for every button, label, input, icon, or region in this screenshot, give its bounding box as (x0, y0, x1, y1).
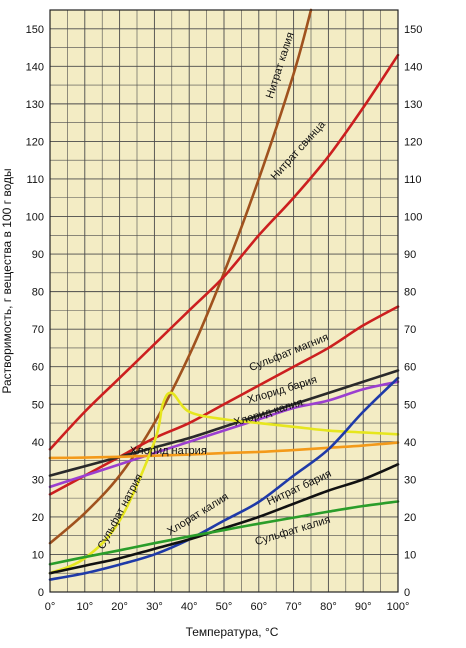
series-line-3 (48, 369, 400, 477)
y-tick-label-left: 90 (32, 249, 44, 261)
y-tick-label-left: 60 (32, 362, 44, 374)
y-tick-label-right: 150 (404, 24, 422, 36)
y-tick-label-left: 130 (26, 99, 44, 111)
y-tick-label-left: 80 (32, 287, 44, 299)
series-line-5 (48, 441, 400, 460)
y-tick-label-right: 50 (404, 399, 416, 411)
y-tick-label-right: 10 (404, 549, 416, 561)
series-line-7 (48, 376, 400, 581)
series-line-0 (48, 8, 313, 545)
y-tick-label-right: 110 (404, 174, 422, 186)
y-tick-label-left: 150 (26, 24, 44, 36)
x-tick-label: 0° (45, 601, 56, 613)
y-tick-label-right: 90 (404, 249, 416, 261)
y-tick-label-left: 110 (26, 174, 44, 186)
grid (49, 9, 399, 593)
y-tick-label-right: 0 (404, 587, 410, 599)
x-tick-label: 70° (285, 601, 302, 613)
plot-border (49, 9, 399, 593)
series-line-4 (48, 380, 400, 489)
y-tick-label-right: 70 (404, 324, 416, 336)
x-tick-label: 30° (146, 601, 163, 613)
y-tick-label-left: 10 (32, 549, 44, 561)
x-tick-label: 80° (320, 601, 337, 613)
x-tick-label: 50° (216, 601, 233, 613)
x-tick-label: 10° (76, 601, 93, 613)
y-tick-label-left: 50 (32, 399, 44, 411)
y-tick-label-right: 100 (404, 212, 422, 224)
y-tick-label-left: 140 (26, 61, 44, 73)
series-group (48, 8, 400, 581)
y-tick-label-left: 120 (26, 136, 44, 148)
y-tick-label-left: 0 (38, 587, 44, 599)
y-tick-label-left: 30 (32, 474, 44, 486)
y-tick-label-left: 40 (32, 437, 44, 449)
x-axis-label: Температура, °С (186, 625, 279, 639)
series-line-8 (48, 463, 400, 575)
y-tick-label-right: 60 (404, 362, 416, 374)
y-tick-label-right: 80 (404, 287, 416, 299)
y-axis-right: 0 10 20 30 40 50 60 70 80 90 100 110 120 130 140 150 (404, 24, 422, 599)
y-tick-label-left: 20 (32, 512, 44, 524)
y-axis-left: 0 10 20 30 40 50 60 70 80 90 100 110 120 130 140 150 (26, 24, 44, 599)
x-tick-label: 20° (111, 601, 128, 613)
series-line-1 (48, 53, 400, 451)
x-tick-label: 90° (355, 601, 372, 613)
y-axis-label: Растворимость, г вещества в 100 г воды (0, 168, 14, 393)
y-tick-label-right: 20 (404, 512, 416, 524)
y-tick-label-right: 40 (404, 437, 416, 449)
y-tick-label-right: 30 (404, 474, 416, 486)
y-tick-label-right: 130 (404, 99, 422, 111)
x-tick-label: 60° (250, 601, 267, 613)
x-tick-label: 100° (387, 601, 410, 613)
series-label-5: Хлорид натрия (130, 445, 207, 457)
x-axis: 0° 10° 20° 30° 40° 50° 60° 70° 80° 90° 100° (45, 601, 410, 613)
series-line-6 (48, 391, 400, 575)
y-tick-label-left: 100 (26, 212, 44, 224)
y-tick-label-right: 140 (404, 61, 422, 73)
x-tick-label: 40° (181, 601, 198, 613)
series-line-2 (48, 305, 400, 496)
y-tick-label-left: 70 (32, 324, 44, 336)
series-line-9 (48, 500, 400, 566)
y-tick-label-right: 120 (404, 136, 422, 148)
